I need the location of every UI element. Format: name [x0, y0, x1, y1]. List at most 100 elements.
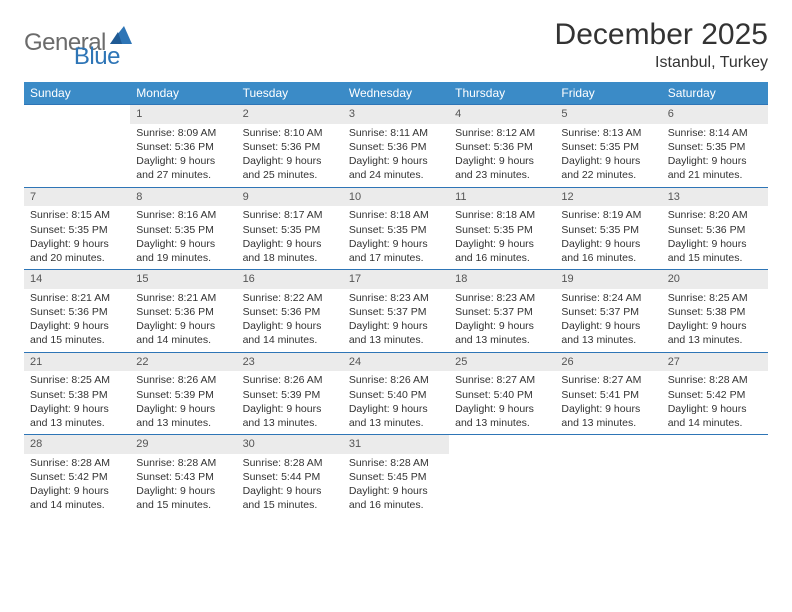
sunset-text: Sunset: 5:43 PM — [136, 470, 230, 484]
day-body: Sunrise: 8:26 AMSunset: 5:40 PMDaylight:… — [343, 371, 449, 434]
sunrise-text: Sunrise: 8:21 AM — [136, 291, 230, 305]
brand-name-2: Blue — [74, 43, 120, 70]
daylight-text-2: and 23 minutes. — [455, 168, 549, 182]
calendar-cell: 28Sunrise: 8:28 AMSunset: 5:42 PMDayligh… — [24, 435, 130, 517]
sunrise-text: Sunrise: 8:14 AM — [668, 126, 762, 140]
calendar-cell: 25Sunrise: 8:27 AMSunset: 5:40 PMDayligh… — [449, 352, 555, 435]
day-body: Sunrise: 8:14 AMSunset: 5:35 PMDaylight:… — [662, 124, 768, 187]
calendar-cell: 17Sunrise: 8:23 AMSunset: 5:37 PMDayligh… — [343, 270, 449, 353]
day-body: Sunrise: 8:21 AMSunset: 5:36 PMDaylight:… — [24, 289, 130, 352]
day-number: 9 — [237, 188, 343, 207]
daylight-text-2: and 13 minutes. — [243, 416, 337, 430]
calendar-cell: 8Sunrise: 8:16 AMSunset: 5:35 PMDaylight… — [130, 187, 236, 270]
sunset-text: Sunset: 5:36 PM — [136, 305, 230, 319]
sunrise-text: Sunrise: 8:21 AM — [30, 291, 124, 305]
day-number: 7 — [24, 188, 130, 207]
day-number: 28 — [24, 435, 130, 454]
day-number: 14 — [24, 270, 130, 289]
daylight-text-1: Daylight: 9 hours — [349, 484, 443, 498]
sunset-text: Sunset: 5:35 PM — [455, 223, 549, 237]
daylight-text-1: Daylight: 9 hours — [561, 154, 655, 168]
day-body: Sunrise: 8:23 AMSunset: 5:37 PMDaylight:… — [343, 289, 449, 352]
sunset-text: Sunset: 5:36 PM — [668, 223, 762, 237]
day-number: 17 — [343, 270, 449, 289]
calendar-row: 7Sunrise: 8:15 AMSunset: 5:35 PMDaylight… — [24, 187, 768, 270]
sunset-text: Sunset: 5:36 PM — [243, 140, 337, 154]
sunrise-text: Sunrise: 8:15 AM — [30, 208, 124, 222]
daylight-text-1: Daylight: 9 hours — [668, 237, 762, 251]
day-body: Sunrise: 8:28 AMSunset: 5:45 PMDaylight:… — [343, 454, 449, 517]
day-body: Sunrise: 8:25 AMSunset: 5:38 PMDaylight:… — [24, 371, 130, 434]
sunset-text: Sunset: 5:35 PM — [668, 140, 762, 154]
day-body: Sunrise: 8:27 AMSunset: 5:40 PMDaylight:… — [449, 371, 555, 434]
daylight-text-1: Daylight: 9 hours — [668, 319, 762, 333]
day-body: Sunrise: 8:13 AMSunset: 5:35 PMDaylight:… — [555, 124, 661, 187]
weekday-header: Tuesday — [237, 82, 343, 105]
calendar-cell: 30Sunrise: 8:28 AMSunset: 5:44 PMDayligh… — [237, 435, 343, 517]
daylight-text-2: and 13 minutes. — [455, 333, 549, 347]
day-body: Sunrise: 8:28 AMSunset: 5:42 PMDaylight:… — [662, 371, 768, 434]
daylight-text-2: and 15 minutes. — [243, 498, 337, 512]
daylight-text-1: Daylight: 9 hours — [349, 237, 443, 251]
daylight-text-2: and 13 minutes. — [136, 416, 230, 430]
day-number: 5 — [555, 105, 661, 124]
day-body: Sunrise: 8:21 AMSunset: 5:36 PMDaylight:… — [130, 289, 236, 352]
sunrise-text: Sunrise: 8:18 AM — [455, 208, 549, 222]
calendar-row: 28Sunrise: 8:28 AMSunset: 5:42 PMDayligh… — [24, 435, 768, 517]
sunrise-text: Sunrise: 8:26 AM — [243, 373, 337, 387]
calendar-cell: 24Sunrise: 8:26 AMSunset: 5:40 PMDayligh… — [343, 352, 449, 435]
day-number: 21 — [24, 353, 130, 372]
daylight-text-2: and 20 minutes. — [30, 251, 124, 265]
daylight-text-2: and 15 minutes. — [136, 498, 230, 512]
daylight-text-2: and 27 minutes. — [136, 168, 230, 182]
calendar-cell: 26Sunrise: 8:27 AMSunset: 5:41 PMDayligh… — [555, 352, 661, 435]
daylight-text-2: and 13 minutes. — [349, 416, 443, 430]
daylight-text-2: and 13 minutes. — [561, 333, 655, 347]
calendar-cell: 19Sunrise: 8:24 AMSunset: 5:37 PMDayligh… — [555, 270, 661, 353]
daylight-text-2: and 13 minutes. — [561, 416, 655, 430]
sunset-text: Sunset: 5:42 PM — [668, 388, 762, 402]
day-body: Sunrise: 8:17 AMSunset: 5:35 PMDaylight:… — [237, 206, 343, 269]
sunrise-text: Sunrise: 8:25 AM — [30, 373, 124, 387]
calendar-cell: 6Sunrise: 8:14 AMSunset: 5:35 PMDaylight… — [662, 105, 768, 188]
day-number: 16 — [237, 270, 343, 289]
sunrise-text: Sunrise: 8:22 AM — [243, 291, 337, 305]
daylight-text-2: and 19 minutes. — [136, 251, 230, 265]
sunset-text: Sunset: 5:37 PM — [561, 305, 655, 319]
daylight-text-1: Daylight: 9 hours — [561, 402, 655, 416]
daylight-text-1: Daylight: 9 hours — [455, 154, 549, 168]
sunrise-text: Sunrise: 8:23 AM — [455, 291, 549, 305]
daylight-text-2: and 16 minutes. — [455, 251, 549, 265]
sunrise-text: Sunrise: 8:28 AM — [136, 456, 230, 470]
calendar-cell — [449, 435, 555, 517]
sunset-text: Sunset: 5:36 PM — [455, 140, 549, 154]
day-number: 10 — [343, 188, 449, 207]
sunset-text: Sunset: 5:44 PM — [243, 470, 337, 484]
sunset-text: Sunset: 5:41 PM — [561, 388, 655, 402]
sunset-text: Sunset: 5:35 PM — [349, 223, 443, 237]
day-number: 2 — [237, 105, 343, 124]
calendar-cell: 23Sunrise: 8:26 AMSunset: 5:39 PMDayligh… — [237, 352, 343, 435]
day-body: Sunrise: 8:25 AMSunset: 5:38 PMDaylight:… — [662, 289, 768, 352]
calendar-cell: 14Sunrise: 8:21 AMSunset: 5:36 PMDayligh… — [24, 270, 130, 353]
day-number: 25 — [449, 353, 555, 372]
calendar-cell: 21Sunrise: 8:25 AMSunset: 5:38 PMDayligh… — [24, 352, 130, 435]
daylight-text-1: Daylight: 9 hours — [30, 319, 124, 333]
page-title: December 2025 — [555, 18, 768, 52]
sunrise-text: Sunrise: 8:28 AM — [668, 373, 762, 387]
calendar-cell — [555, 435, 661, 517]
daylight-text-2: and 16 minutes. — [349, 498, 443, 512]
day-body: Sunrise: 8:16 AMSunset: 5:35 PMDaylight:… — [130, 206, 236, 269]
sunset-text: Sunset: 5:38 PM — [668, 305, 762, 319]
weekday-header: Sunday — [24, 82, 130, 105]
daylight-text-2: and 14 minutes. — [243, 333, 337, 347]
sunrise-text: Sunrise: 8:23 AM — [349, 291, 443, 305]
sunrise-text: Sunrise: 8:27 AM — [455, 373, 549, 387]
day-number: 18 — [449, 270, 555, 289]
sunset-text: Sunset: 5:36 PM — [30, 305, 124, 319]
daylight-text-2: and 13 minutes. — [455, 416, 549, 430]
day-number: 8 — [130, 188, 236, 207]
sunset-text: Sunset: 5:37 PM — [349, 305, 443, 319]
daylight-text-1: Daylight: 9 hours — [243, 154, 337, 168]
daylight-text-2: and 13 minutes. — [349, 333, 443, 347]
